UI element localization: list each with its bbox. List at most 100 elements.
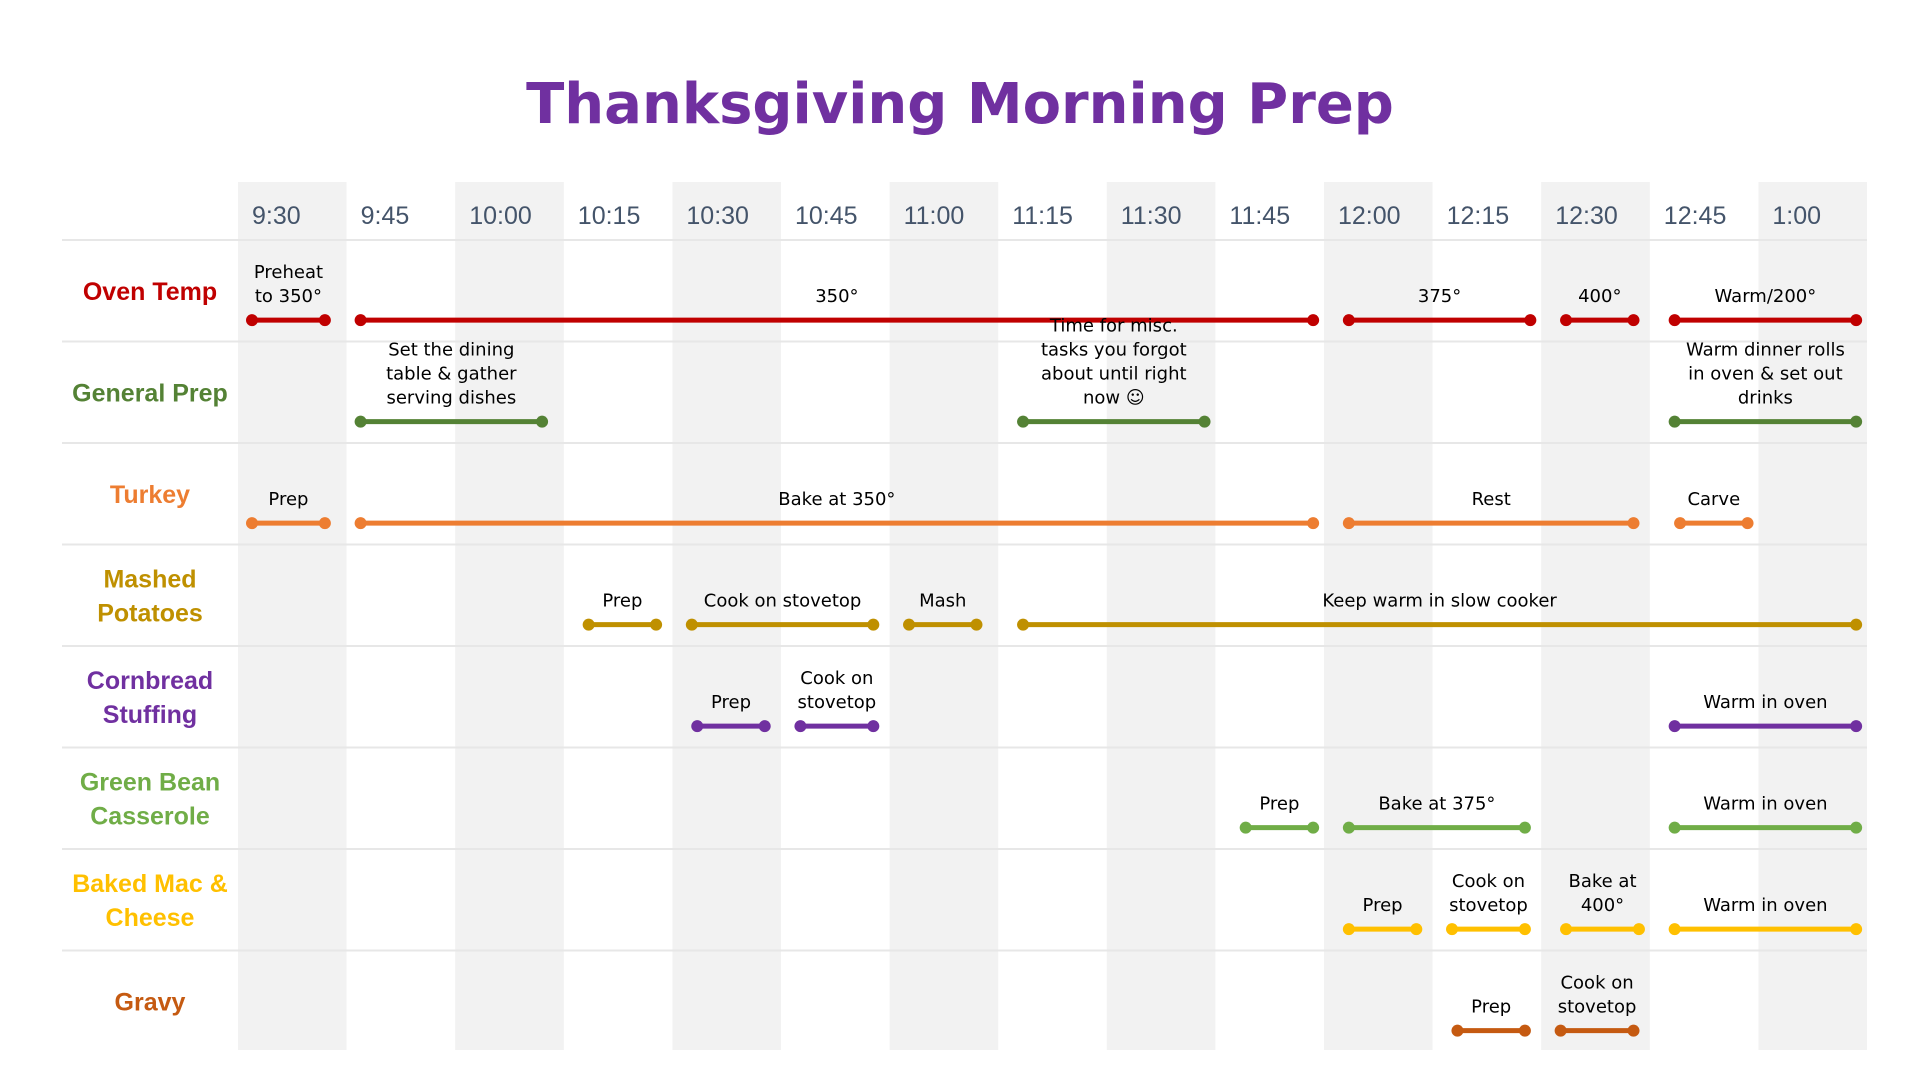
time-label: 10:45 bbox=[795, 202, 858, 230]
time-label: 9:30 bbox=[252, 202, 301, 230]
row-label: Cornbread bbox=[87, 667, 213, 695]
row-label: Green Bean bbox=[80, 768, 220, 796]
task-end-dot bbox=[1850, 821, 1863, 834]
column-shade bbox=[1324, 182, 1433, 1050]
column-shade bbox=[455, 182, 564, 1050]
time-label: 11:30 bbox=[1121, 202, 1182, 230]
task-start-dot bbox=[1017, 415, 1030, 428]
task-bar: Bake at 375° bbox=[1342, 794, 1531, 834]
task-start-dot bbox=[1342, 517, 1355, 530]
task-start-dot bbox=[1668, 314, 1681, 327]
task-end-dot bbox=[1627, 517, 1640, 530]
task-label: 400° bbox=[1581, 895, 1624, 916]
row-label: Gravy bbox=[115, 988, 186, 1016]
task-end-dot bbox=[1410, 923, 1423, 936]
task-end-dot bbox=[1632, 923, 1645, 936]
task-start-dot bbox=[685, 618, 698, 631]
task-label: Rest bbox=[1472, 489, 1511, 510]
task-start-dot bbox=[354, 517, 367, 530]
page-title: Thanksgiving Morning Prep bbox=[526, 72, 1394, 137]
task-end-dot bbox=[1850, 923, 1863, 936]
task-label: Prep bbox=[1363, 895, 1403, 916]
task-label: 350° bbox=[815, 286, 858, 307]
task-label: Bake at 375° bbox=[1378, 794, 1495, 815]
column-shade bbox=[1106, 182, 1216, 1050]
column-shade bbox=[1541, 182, 1650, 1050]
task-bar: Warm in oven bbox=[1668, 692, 1863, 733]
task-label: Cook on bbox=[800, 668, 873, 689]
task-start-dot bbox=[1451, 1024, 1464, 1037]
task-bar: Prep bbox=[1451, 997, 1531, 1037]
task-end-dot bbox=[1518, 923, 1531, 936]
task-bar: Prep bbox=[1342, 895, 1423, 936]
task-end-dot bbox=[1627, 314, 1640, 327]
task-label: Warm in oven bbox=[1703, 895, 1827, 916]
task-end-dot bbox=[1741, 517, 1754, 530]
task-end-dot bbox=[1307, 517, 1320, 530]
task-label: now ☺ bbox=[1083, 388, 1145, 409]
task-start-dot bbox=[1342, 314, 1355, 327]
task-bar: Prep bbox=[1239, 794, 1320, 834]
task-label: about until right bbox=[1041, 364, 1187, 385]
task-label: Bake at bbox=[1568, 871, 1636, 892]
task-end-dot bbox=[1850, 720, 1863, 733]
row-label: Casserole bbox=[90, 802, 210, 830]
task-bar: 400° bbox=[1560, 286, 1640, 327]
task-start-dot bbox=[1239, 821, 1252, 834]
task-label: Warm/200° bbox=[1715, 286, 1817, 307]
row-label: General Prep bbox=[72, 379, 228, 407]
task-label: Cook on bbox=[1452, 871, 1525, 892]
row-label: Oven Temp bbox=[83, 278, 217, 306]
task-start-dot bbox=[354, 415, 367, 428]
task-bar: Rest bbox=[1342, 489, 1640, 530]
task-bar: Prep bbox=[691, 692, 771, 733]
task-label: Cook on bbox=[1560, 973, 1633, 994]
task-bar: Cook on stovetop bbox=[1446, 871, 1531, 936]
task-label: Cook on stovetop bbox=[704, 591, 862, 612]
task-bar: Time for misc. tasks you forgot about unti… bbox=[1017, 316, 1211, 428]
task-bar: Warm/200° bbox=[1668, 286, 1863, 327]
row-label: Stuffing bbox=[103, 701, 197, 729]
task-label: stovetop bbox=[798, 692, 877, 713]
time-label: 11:00 bbox=[904, 202, 965, 230]
task-start-dot bbox=[1554, 1024, 1567, 1037]
task-end-dot bbox=[1627, 1024, 1640, 1037]
task-label: Carve bbox=[1687, 489, 1740, 510]
task-start-dot bbox=[1674, 517, 1687, 530]
task-bar: Cook on stovetop bbox=[1554, 973, 1640, 1037]
task-bar: Carve bbox=[1674, 489, 1754, 530]
task-label: 375° bbox=[1418, 286, 1461, 307]
task-bar: Set the dining table & gather serving dish… bbox=[354, 340, 549, 428]
task-label: Time for misc. bbox=[1049, 316, 1178, 337]
task-bar: Preheat to 350° bbox=[246, 262, 331, 327]
column-shade bbox=[889, 182, 999, 1050]
task-end-dot bbox=[1518, 821, 1531, 834]
task-start-dot bbox=[1668, 923, 1681, 936]
task-bar: Warm in oven bbox=[1668, 895, 1863, 936]
task-start-dot bbox=[1446, 923, 1459, 936]
task-bar: Cook on stovetop bbox=[685, 591, 880, 631]
task-label: table & gather bbox=[386, 364, 517, 385]
time-label: 12:45 bbox=[1664, 202, 1727, 230]
task-label: Prep bbox=[1471, 997, 1511, 1018]
row-label: Baked Mac & bbox=[72, 870, 228, 898]
task-label: Keep warm in slow cooker bbox=[1322, 591, 1557, 612]
time-label: 12:15 bbox=[1447, 202, 1510, 230]
task-start-dot bbox=[354, 314, 367, 327]
row-label: Turkey bbox=[110, 481, 190, 509]
task-label: Bake at 350° bbox=[778, 489, 895, 510]
task-start-dot bbox=[582, 618, 595, 631]
time-label: 9:45 bbox=[361, 202, 410, 230]
task-start-dot bbox=[246, 314, 258, 327]
task-end-dot bbox=[318, 314, 331, 327]
task-start-dot bbox=[1017, 618, 1030, 631]
task-end-dot bbox=[1850, 618, 1863, 631]
task-label: Warm in oven bbox=[1703, 794, 1827, 815]
task-label: tasks you forgot bbox=[1041, 340, 1187, 361]
task-start-dot bbox=[691, 720, 704, 733]
time-label: 12:30 bbox=[1555, 202, 1618, 230]
time-label: 11:45 bbox=[1229, 202, 1290, 230]
task-label: stovetop bbox=[1449, 895, 1528, 916]
column-shade bbox=[672, 182, 781, 1050]
